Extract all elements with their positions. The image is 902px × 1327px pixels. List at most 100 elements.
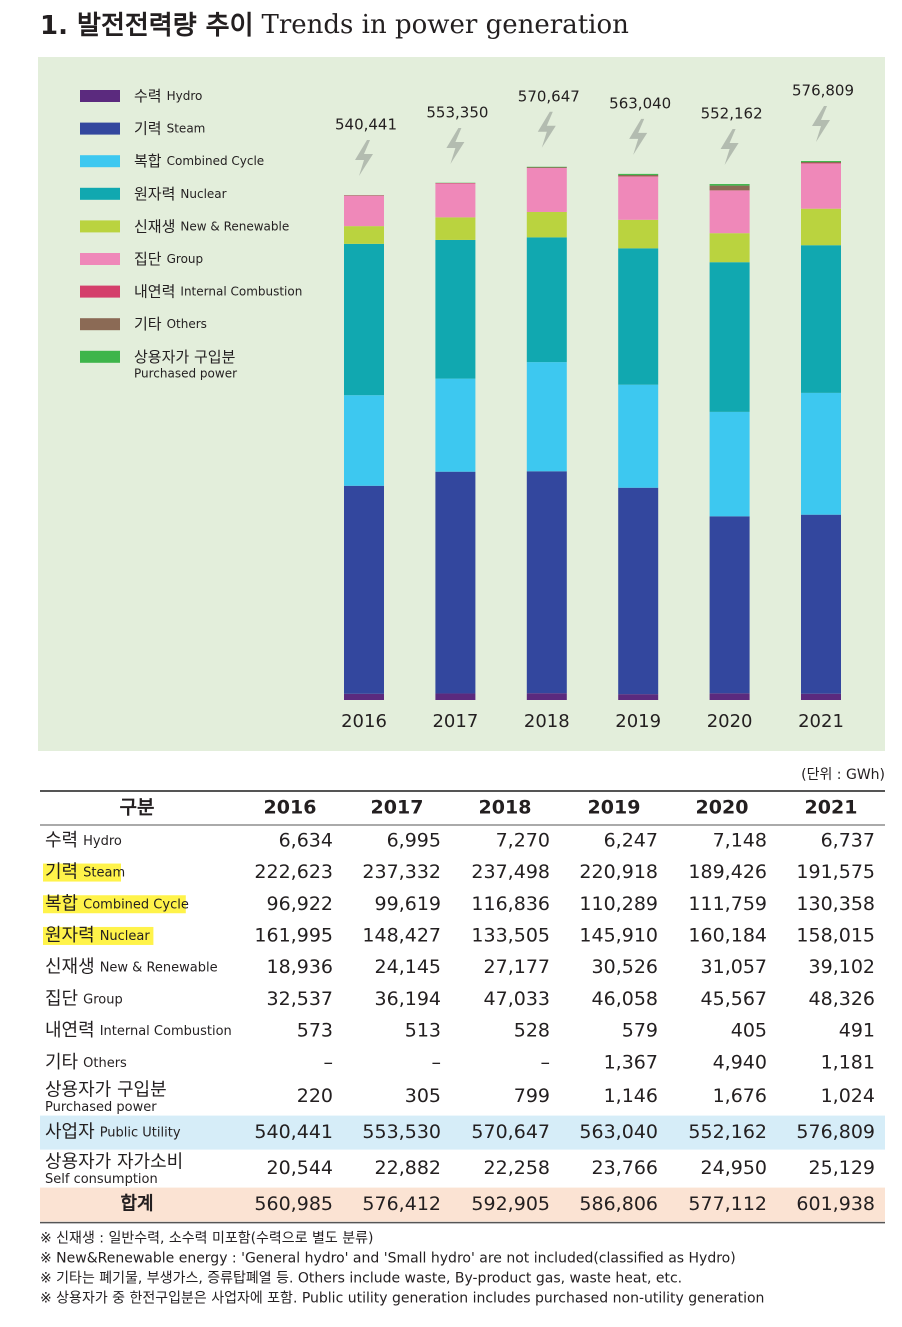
cell: 45,567 <box>701 988 767 1010</box>
legend-label: 원자력 Nuclear <box>134 184 227 202</box>
column-header: 2018 <box>479 797 532 819</box>
row-label-ko: 신재생 <box>45 957 95 978</box>
x-tick-label: 2021 <box>798 711 844 732</box>
title-en: Trends in power generation <box>262 10 630 40</box>
legend-name-en: New & Renewable <box>180 219 289 233</box>
bar-segment <box>618 173 659 175</box>
cell: 573 <box>297 1020 333 1042</box>
title: 1. 발전전력량 추이 Trends in power generation <box>40 10 629 41</box>
cell: 23,766 <box>592 1157 658 1179</box>
total-marker <box>537 111 556 148</box>
bar-segment <box>801 208 841 246</box>
total-label: 563,040 <box>609 94 671 112</box>
legend-label: 신재생 New & Renewable <box>134 217 289 235</box>
row-label-en: Purchased power <box>45 1100 157 1115</box>
cell: 24,950 <box>701 1157 767 1179</box>
legend-swatch <box>80 350 120 363</box>
cell: 22,882 <box>375 1157 441 1179</box>
row-label-en: Steam <box>83 865 125 880</box>
legend-name: 기타 <box>134 315 162 333</box>
x-tick-label: 2019 <box>615 711 661 732</box>
cell: 48,326 <box>809 988 875 1010</box>
bar-segment <box>344 195 384 227</box>
cell: 22,258 <box>484 1157 550 1179</box>
cell: 130,358 <box>796 893 875 915</box>
cell: 540,441 <box>254 1121 333 1143</box>
cell: 99,619 <box>375 893 441 915</box>
legend-label: 상용자가 구입분 <box>134 347 236 365</box>
cell: – <box>324 1051 334 1073</box>
cell: 145,910 <box>579 924 658 946</box>
column-header: 2021 <box>805 797 858 819</box>
cell: 30,526 <box>592 956 658 978</box>
legend-swatch <box>80 318 120 331</box>
row-label: 수력 Hydro <box>45 830 122 851</box>
bar-segment <box>526 211 567 238</box>
cell: 1,367 <box>604 1051 658 1073</box>
bar-segment <box>618 487 659 695</box>
legend-name-en: Hydro <box>167 89 203 103</box>
cell: 32,537 <box>267 988 333 1010</box>
cell: – <box>541 1051 551 1073</box>
cell: 6,634 <box>279 829 333 851</box>
total-marker <box>812 106 830 143</box>
bar-segment <box>801 693 841 700</box>
lightning-icon <box>355 140 373 176</box>
cell: – <box>432 1051 442 1073</box>
cell: 576,412 <box>362 1193 441 1215</box>
x-tick-label: 2016 <box>341 711 387 732</box>
cell: 6,995 <box>387 829 441 851</box>
cell: 25,129 <box>809 1157 875 1179</box>
total-marker <box>629 118 648 155</box>
bar-segment <box>526 166 567 168</box>
row-band <box>40 1115 885 1150</box>
lightning-icon <box>720 129 739 166</box>
cell: 46,058 <box>592 988 658 1010</box>
bar-segment <box>709 185 750 191</box>
total-marker <box>446 127 465 164</box>
row-label-ko: 사업자 <box>45 1122 95 1143</box>
total-label: 570,647 <box>518 87 580 105</box>
bar-segment <box>526 168 567 212</box>
bar-segment <box>801 514 841 694</box>
legend-name: 신재생 <box>134 217 175 235</box>
row-label-en: Internal Combustion <box>100 1024 232 1039</box>
cell: 586,806 <box>579 1193 658 1215</box>
legend-name-en: Others <box>167 317 207 331</box>
cell: 6,737 <box>821 829 875 851</box>
row-label-en: Group <box>83 992 123 1007</box>
bar-segment <box>801 163 841 209</box>
cell: 7,270 <box>496 829 550 851</box>
total-label: 576,809 <box>792 82 854 100</box>
cell: 579 <box>622 1020 658 1042</box>
cell: 601,938 <box>796 1193 875 1215</box>
bar-segment <box>709 516 750 694</box>
row-label: 기력 Steam <box>45 862 125 883</box>
x-tick-label: 2020 <box>707 711 753 732</box>
legend-label: 기력 Steam <box>134 119 205 137</box>
bar-segment <box>709 693 750 700</box>
row-label: 상용자가 구입분 <box>45 1080 167 1101</box>
row-label-ko: 수력 <box>45 830 78 851</box>
cell: 96,922 <box>267 893 333 915</box>
bar-segment <box>344 395 384 486</box>
row-label-ko: 집단 <box>45 988 78 1009</box>
cell: 189,426 <box>688 861 767 883</box>
legend-swatch <box>80 90 120 102</box>
cell: 160,184 <box>688 924 767 946</box>
cell: 148,427 <box>362 924 441 946</box>
legend-name: 수력 <box>134 87 162 105</box>
footnote: ※ 기타는 폐기물, 부생가스, 증류탑폐열 등. Others include… <box>40 1271 682 1287</box>
legend-swatch <box>80 253 120 265</box>
bar-segment <box>344 226 384 244</box>
legend-name-en: Internal Combustion <box>180 284 302 298</box>
legend-name-en: Combined Cycle <box>167 154 265 168</box>
footnote: ※ 신재생 : 일반수력, 소수력 미포함(수력으로 별도 분류) <box>40 1231 373 1247</box>
column-header: 2016 <box>264 797 317 819</box>
footnote: ※ New&Renewable energy : 'General hydro'… <box>40 1251 736 1267</box>
bar-segment <box>618 384 659 488</box>
bar-segment <box>618 176 659 177</box>
bar-segment <box>709 233 750 263</box>
column-header: 2017 <box>371 797 424 819</box>
